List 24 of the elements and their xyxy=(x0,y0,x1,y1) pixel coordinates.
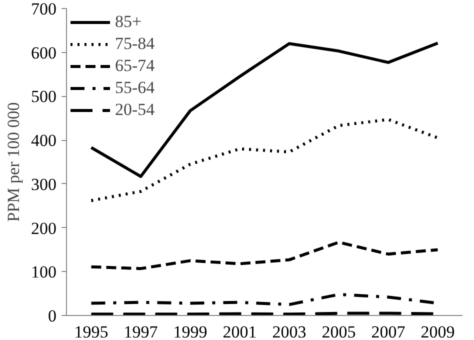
y-tick-label: 0 xyxy=(48,306,56,326)
y-tick-label: 300 xyxy=(31,174,56,194)
line-series xyxy=(90,240,440,270)
y-tick-label: 700 xyxy=(31,0,56,18)
y-axis-title: PPM per 100 000 xyxy=(4,102,23,222)
y-tick-label: 100 xyxy=(31,262,56,282)
x-tick-label: 2007 xyxy=(371,322,406,340)
legend-label: 75-84 xyxy=(115,34,155,54)
x-tick-label: 2009 xyxy=(420,322,455,340)
x-tick-label: 1999 xyxy=(173,322,208,340)
legend-label: 85+ xyxy=(115,12,142,32)
line-series xyxy=(90,118,440,202)
x-tick-label: 1997 xyxy=(124,322,158,340)
x-tick-label: 2003 xyxy=(272,322,306,340)
x-tick-label: 2001 xyxy=(222,322,257,340)
legend-label: 20-54 xyxy=(115,100,155,120)
y-tick-label: 600 xyxy=(31,43,56,62)
legend-label: 55-64 xyxy=(115,78,155,98)
x-tick-label: 2005 xyxy=(322,322,356,340)
y-tick-label: 500 xyxy=(31,87,56,106)
y-tick-label: 200 xyxy=(31,218,56,238)
y-tick-label: 400 xyxy=(31,131,56,150)
x-tick-label: 1995 xyxy=(74,322,108,340)
legend-label: 65-74 xyxy=(115,56,155,76)
